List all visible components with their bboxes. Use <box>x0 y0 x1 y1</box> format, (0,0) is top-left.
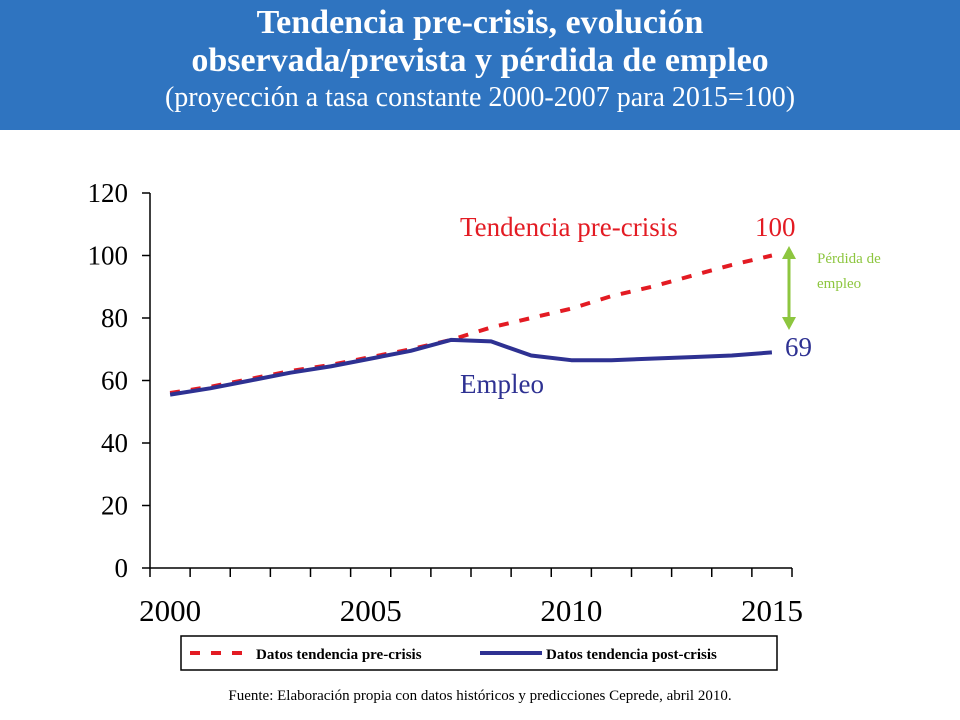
y-tick-label: 40 <box>101 428 128 458</box>
y-tick-label: 80 <box>101 303 128 333</box>
x-tick-label: 2015 <box>741 593 803 628</box>
chart-series <box>169 253 773 397</box>
chart-title-line-1: Tendencia pre-crisis, evolución <box>256 4 704 41</box>
x-tick-label: 2000 <box>139 593 201 628</box>
post-crisis-end-value: 69 <box>785 332 812 362</box>
chart-subtitle: (proyección a tasa constante 2000-2007 p… <box>164 82 796 113</box>
source-note: Fuente: Elaboración propia con datos his… <box>228 688 732 704</box>
y-tick-label: 60 <box>101 366 128 396</box>
pre-crisis-end-value: 100 <box>755 212 796 242</box>
post-crisis-series-line <box>169 337 773 397</box>
legend-pre-crisis-label: Datos tendencia pre-crisis <box>256 647 422 663</box>
job-loss-arrow-head-down <box>782 317 796 330</box>
chart-annotations: Tendencia pre-crisis 100 Empleo 69 Pérdida d… <box>460 212 881 399</box>
y-tick-label: 0 <box>115 553 129 583</box>
pre-crisis-label: Tendencia pre-crisis <box>460 212 678 242</box>
legend-post-crisis-label: Datos tendencia post-crisis <box>546 647 717 663</box>
title-banner: Tendencia pre-crisis, evolución observad… <box>0 0 960 130</box>
y-tick-label: 100 <box>88 241 129 271</box>
x-tick-label: 2005 <box>340 593 402 628</box>
post-crisis-label: Empleo <box>460 369 544 399</box>
legend-box <box>180 635 778 671</box>
chart-title-line-2: observada/prevista y pérdida de empleo <box>191 42 769 79</box>
y-tick-label: 120 <box>88 178 129 208</box>
job-loss-label-line-1: Pérdida de <box>817 251 881 267</box>
chart-axes: 0 20 40 60 80 100 120 2000 2005 2010 2015 <box>88 178 803 628</box>
y-tick-label: 20 <box>101 491 128 521</box>
job-loss-label-line-2: empleo <box>817 276 861 292</box>
job-loss-arrow-head-up <box>782 246 796 259</box>
chart-legend: Datos tendencia pre-crisis Datos tendenci… <box>180 635 778 671</box>
x-tick-label: 2010 <box>540 593 602 628</box>
